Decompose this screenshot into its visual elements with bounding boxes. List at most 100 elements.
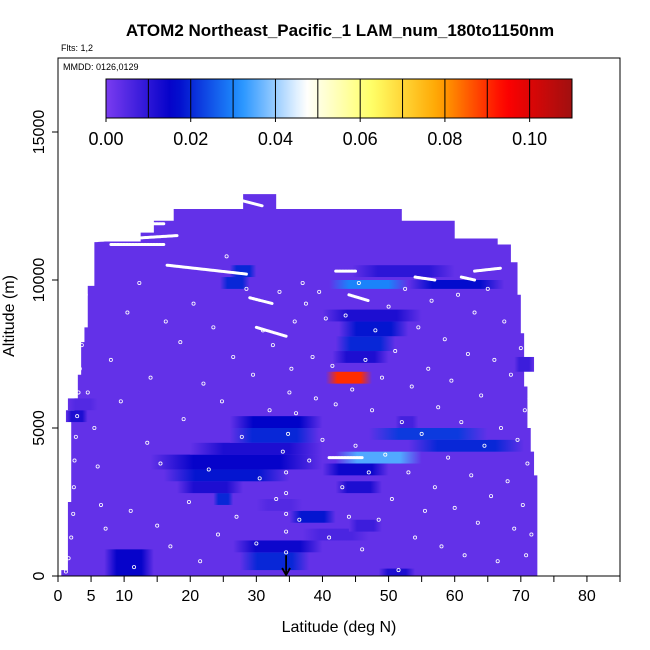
heat-cell — [325, 371, 373, 384]
heat-cell — [256, 499, 303, 511]
chart-title: ATOM2 Northeast_Pacific_1 LAM_num_180to1… — [126, 21, 554, 40]
flight-track — [347, 293, 371, 303]
heat-cell — [335, 336, 396, 352]
sample-point — [86, 272, 91, 277]
sample-point — [303, 301, 308, 306]
sample-point — [108, 357, 113, 362]
sample-point — [340, 485, 345, 490]
sample-point — [399, 420, 404, 425]
heat-cell — [368, 428, 488, 440]
heat-cell — [213, 493, 234, 505]
sample-point — [145, 440, 150, 445]
sample-point — [168, 544, 173, 549]
sample-point — [432, 485, 437, 490]
sample-point — [85, 390, 90, 395]
sample-point — [413, 535, 418, 540]
sample-point — [81, 316, 86, 321]
sample-point — [254, 541, 259, 546]
sample-point — [186, 499, 191, 504]
sample-point — [429, 298, 434, 303]
sample-point — [284, 470, 289, 475]
sample-point — [234, 514, 239, 519]
flight-track — [254, 325, 288, 338]
flight-track — [459, 275, 477, 282]
sample-point — [224, 254, 229, 259]
y-tick-label: 5000 — [31, 410, 48, 446]
sample-point — [201, 381, 206, 386]
colorbar-tick-label: 0.02 — [173, 129, 208, 149]
sample-point — [346, 514, 351, 519]
sample-point — [284, 529, 289, 534]
heat-cell — [219, 277, 250, 289]
heat-cell — [104, 549, 154, 576]
sample-point — [363, 357, 368, 362]
sample-point — [219, 399, 224, 404]
sample-point — [287, 390, 292, 395]
x-tick-label: 60 — [446, 588, 464, 605]
sample-point — [191, 301, 196, 306]
sample-point — [77, 366, 82, 371]
sample-point — [370, 408, 375, 413]
date-note: MMDD: 0126,0129 — [63, 62, 139, 72]
heat-cell — [335, 451, 422, 464]
sample-point — [317, 289, 322, 294]
sample-point — [515, 437, 520, 442]
sample-point — [211, 325, 216, 330]
sample-point — [446, 455, 451, 460]
sample-point — [475, 520, 480, 525]
sample-point — [323, 316, 328, 321]
sample-point — [350, 387, 355, 392]
x-tick-label: 5 — [87, 588, 96, 605]
flight-track — [238, 198, 265, 208]
colorbar-gradient — [105, 78, 573, 119]
sample-point — [465, 351, 470, 356]
x-tick-label: 30 — [247, 588, 265, 605]
sample-point — [462, 553, 467, 558]
sample-point — [128, 508, 133, 513]
sample-point — [310, 354, 315, 359]
heat-cell — [322, 463, 389, 476]
sample-point — [300, 280, 305, 285]
sample-point — [353, 443, 358, 448]
sample-point — [292, 319, 297, 324]
sample-point — [181, 417, 186, 422]
sample-point — [479, 393, 484, 398]
sample-point — [356, 280, 361, 285]
heat-cell — [395, 416, 419, 428]
sample-point — [406, 470, 411, 475]
x-tick-label: 50 — [380, 588, 398, 605]
flight-track — [248, 296, 275, 306]
x-tick-label: 20 — [181, 588, 199, 605]
sample-point — [449, 378, 454, 383]
x-tick-label: 10 — [115, 588, 133, 605]
sample-point — [452, 505, 457, 510]
heat-cell — [335, 481, 382, 494]
heat-cell — [163, 469, 290, 482]
sample-point — [92, 425, 97, 430]
heat-cell — [67, 398, 98, 411]
sample-point — [386, 304, 391, 309]
sample-point — [403, 286, 408, 291]
sample-point — [442, 337, 447, 342]
sample-point — [518, 346, 523, 351]
flight-track — [79, 234, 179, 244]
sample-point — [456, 292, 461, 297]
heat-cell — [190, 442, 323, 455]
y-tick-label: 15000 — [31, 110, 48, 155]
sample-point — [527, 396, 532, 401]
sample-point — [522, 408, 527, 413]
colorbar-tick-label: 0.04 — [258, 129, 293, 149]
annotation-arrow-head — [281, 567, 291, 576]
sample-point — [71, 485, 76, 490]
sample-point — [216, 532, 221, 537]
sample-point — [383, 452, 388, 457]
heat-cell — [289, 510, 336, 523]
sample-point — [284, 491, 289, 496]
sample-point — [525, 461, 530, 466]
heat-cell — [302, 528, 369, 541]
heat-cell — [408, 439, 525, 452]
heat-cell — [339, 321, 409, 337]
flight-track — [165, 263, 248, 276]
heat-cell — [229, 416, 323, 428]
y-tick-label: 10000 — [31, 258, 48, 303]
